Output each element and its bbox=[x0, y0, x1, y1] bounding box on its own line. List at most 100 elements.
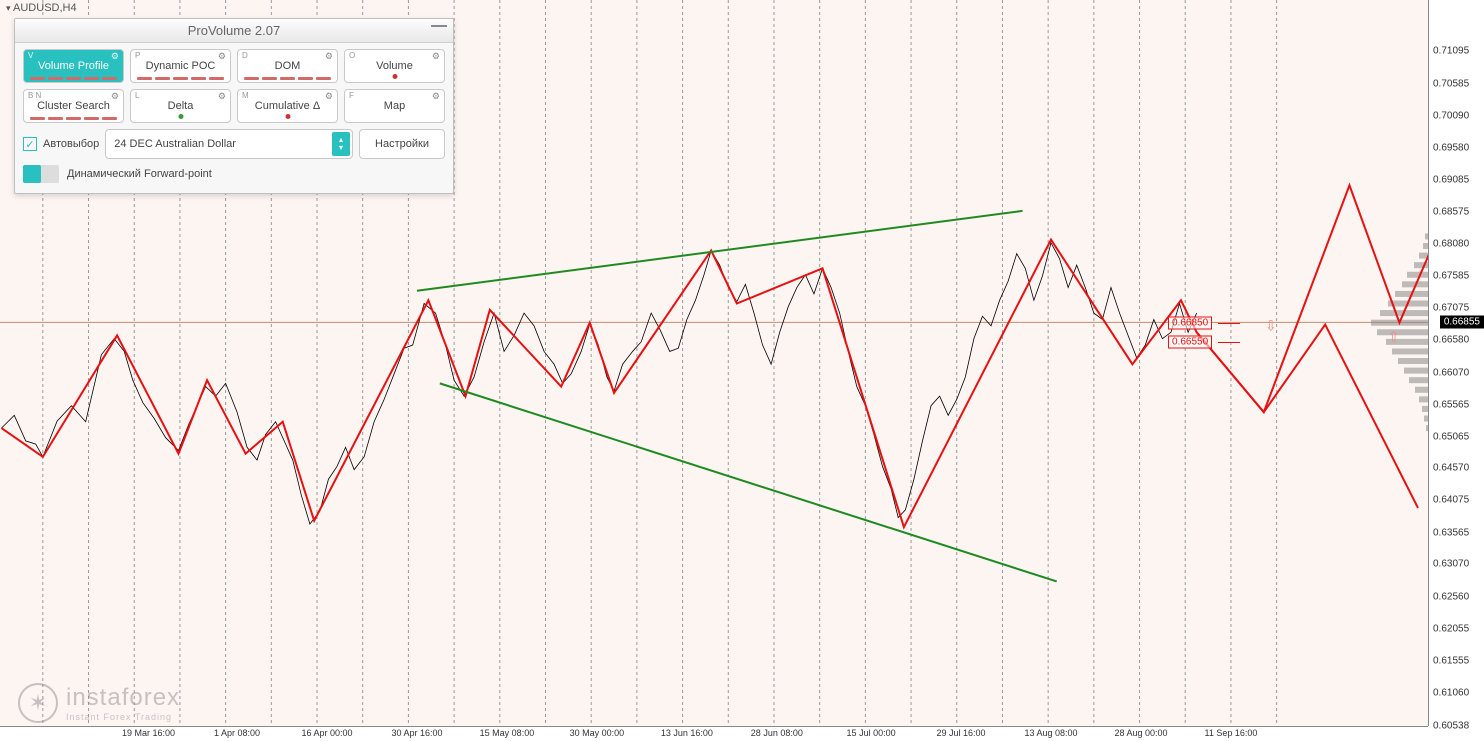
gear-icon[interactable]: ⚙ bbox=[432, 91, 440, 102]
y-tick: 0.65565 bbox=[1433, 399, 1469, 410]
y-tick: 0.62560 bbox=[1433, 591, 1469, 602]
gear-icon[interactable]: ⚙ bbox=[111, 91, 119, 102]
forward-point-row: Динамический Forward-point bbox=[23, 165, 445, 183]
button-tag: P bbox=[135, 51, 140, 60]
y-tick: 0.71095 bbox=[1433, 46, 1469, 57]
map-button[interactable]: F ⚙ Map bbox=[344, 89, 445, 123]
autoselect-label: Автовыбор bbox=[43, 138, 99, 150]
gear-icon[interactable]: ⚙ bbox=[218, 51, 226, 62]
gear-icon[interactable]: ⚙ bbox=[432, 51, 440, 62]
x-tick: 15 Jul 00:00 bbox=[847, 728, 896, 738]
watermark-text: instaforex Instant Forex Trading bbox=[66, 684, 180, 722]
minimize-icon[interactable] bbox=[431, 23, 447, 27]
x-tick: 28 Aug 00:00 bbox=[1114, 728, 1167, 738]
arrow-down-icon: ⇩ bbox=[1265, 317, 1277, 334]
y-tick: 0.61060 bbox=[1433, 687, 1469, 698]
dynamic-poc-button[interactable]: P ⚙Dynamic POC bbox=[130, 49, 231, 83]
watermark-logo-icon: ✶ bbox=[18, 683, 58, 723]
contract-select[interactable]: 24 DEC Australian Dollar ▴▾ bbox=[105, 129, 353, 159]
y-tick: 0.70090 bbox=[1433, 110, 1469, 121]
watermark-brand: instaforex bbox=[66, 684, 180, 712]
button-label: Dynamic POC bbox=[146, 60, 216, 72]
button-label: Delta bbox=[168, 100, 194, 112]
x-tick: 13 Jun 16:00 bbox=[661, 728, 713, 738]
y-tick: 0.67075 bbox=[1433, 303, 1469, 314]
settings-label: Настройки bbox=[375, 138, 429, 150]
volume-profile-button[interactable]: V ⚙Volume Profile bbox=[23, 49, 124, 83]
spinner-icon[interactable]: ▴▾ bbox=[332, 132, 350, 156]
y-tick: 0.64570 bbox=[1433, 463, 1469, 474]
delta-button[interactable]: L ⚙ Delta bbox=[130, 89, 231, 123]
chart-price-label: 0.66850 bbox=[1168, 316, 1212, 329]
y-tick: 0.67585 bbox=[1433, 270, 1469, 281]
button-label: Map bbox=[384, 100, 405, 112]
x-tick: 30 May 00:00 bbox=[570, 728, 625, 738]
chart-price-tick bbox=[1218, 342, 1240, 343]
y-tick: 0.60538 bbox=[1433, 721, 1469, 732]
button-label: Cumulative Δ bbox=[255, 100, 320, 112]
y-tick: 0.63565 bbox=[1433, 527, 1469, 538]
y-tick: 0.63070 bbox=[1433, 559, 1469, 570]
forward-point-toggle[interactable] bbox=[23, 165, 59, 183]
button-tag: V bbox=[28, 51, 33, 60]
button-tag: F bbox=[349, 91, 354, 100]
x-tick: 28 Jun 08:00 bbox=[751, 728, 803, 738]
y-tick: 0.66580 bbox=[1433, 334, 1469, 345]
settings-button[interactable]: Настройки bbox=[359, 129, 445, 159]
x-tick: 16 Apr 00:00 bbox=[301, 728, 352, 738]
x-tick: 29 Jul 16:00 bbox=[937, 728, 986, 738]
gear-icon[interactable]: ⚙ bbox=[325, 51, 333, 62]
y-tick: 0.68080 bbox=[1433, 239, 1469, 250]
provolume-panel: ProVolume 2.07 V⚙Volume ProfileP⚙Dynamic… bbox=[14, 18, 454, 194]
watermark-tagline: Instant Forex Trading bbox=[66, 712, 180, 722]
x-tick: 19 Mar 16:00 bbox=[122, 728, 175, 738]
cluster-search-button[interactable]: B N ⚙Cluster Search bbox=[23, 89, 124, 123]
y-axis: 0.71095 0.70585 0.70090 0.69580 0.69085 0.685… bbox=[1428, 0, 1484, 726]
symbol-label: AUDUSD,H4 bbox=[6, 2, 77, 14]
y-tick: 0.61555 bbox=[1433, 656, 1469, 667]
gear-icon[interactable]: ⚙ bbox=[111, 51, 119, 62]
forward-point-label: Динамический Forward-point bbox=[67, 168, 212, 180]
x-tick: 1 Apr 08:00 bbox=[214, 728, 260, 738]
button-label: DOM bbox=[275, 60, 301, 72]
gear-icon[interactable]: ⚙ bbox=[325, 91, 333, 102]
gear-icon[interactable]: ⚙ bbox=[218, 91, 226, 102]
chart-price-label: 0.66550 bbox=[1168, 335, 1212, 348]
volume-button[interactable]: O ⚙ Volume bbox=[344, 49, 445, 83]
contract-value: 24 DEC Australian Dollar bbox=[114, 138, 236, 150]
button-label: Volume bbox=[376, 60, 413, 72]
watermark: ✶ instaforex Instant Forex Trading bbox=[18, 683, 180, 723]
button-tag: B N bbox=[28, 91, 41, 100]
y-tick: 0.70585 bbox=[1433, 79, 1469, 90]
x-tick: 30 Apr 16:00 bbox=[391, 728, 442, 738]
contract-row: ✓ Автовыбор 24 DEC Australian Dollar ▴▾ … bbox=[23, 129, 445, 159]
button-label: Cluster Search bbox=[37, 100, 110, 112]
button-label: Volume Profile bbox=[38, 60, 109, 72]
x-axis: 19 Mar 16:00 1 Apr 08:00 16 Apr 00:00 30 Ap… bbox=[0, 726, 1428, 741]
y-tick: 0.64075 bbox=[1433, 494, 1469, 505]
current-price-marker: 0.66855 bbox=[1440, 316, 1484, 329]
cumulative--button[interactable]: M ⚙ Cumulative Δ bbox=[237, 89, 338, 123]
y-tick: 0.69580 bbox=[1433, 143, 1469, 154]
button-tag: O bbox=[349, 51, 355, 60]
y-tick: 0.68575 bbox=[1433, 207, 1469, 218]
panel-titlebar[interactable]: ProVolume 2.07 bbox=[15, 19, 453, 43]
chart-price-tick bbox=[1218, 323, 1240, 324]
panel-title: ProVolume 2.07 bbox=[188, 23, 281, 38]
button-row-2: B N⚙Cluster SearchL⚙DeltaM⚙Cumulative ΔF… bbox=[23, 89, 445, 123]
x-tick: 13 Aug 08:00 bbox=[1024, 728, 1077, 738]
x-tick: 11 Sep 16:00 bbox=[1204, 728, 1257, 738]
panel-body: V⚙Volume ProfileP⚙Dynamic POCD⚙DOMO⚙Volu… bbox=[15, 43, 453, 193]
arrow-up-icon: ⇧ bbox=[1388, 328, 1400, 345]
y-tick: 0.62055 bbox=[1433, 624, 1469, 635]
x-tick: 15 May 08:00 bbox=[480, 728, 535, 738]
button-row-1: V⚙Volume ProfileP⚙Dynamic POCD⚙DOMO⚙Volu… bbox=[23, 49, 445, 83]
y-tick: 0.69085 bbox=[1433, 174, 1469, 185]
button-tag: L bbox=[135, 91, 139, 100]
dom-button[interactable]: D ⚙ DOM bbox=[237, 49, 338, 83]
y-tick: 0.66070 bbox=[1433, 367, 1469, 378]
y-tick: 0.65065 bbox=[1433, 431, 1469, 442]
button-tag: M bbox=[242, 91, 249, 100]
autoselect-checkbox[interactable]: ✓ bbox=[23, 137, 37, 151]
button-tag: D bbox=[242, 51, 248, 60]
